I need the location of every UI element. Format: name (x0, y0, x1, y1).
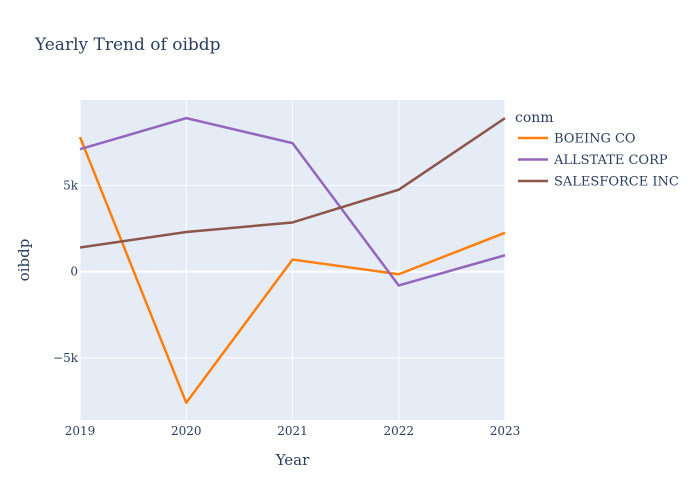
y-tick-label: 0 (70, 265, 78, 279)
y-tick-label: 5k (63, 178, 79, 192)
legend-label: BOEING CO (554, 132, 636, 147)
legend-item-salesforce-inc[interactable]: SALESFORCE INC (518, 175, 679, 190)
chart-title: Yearly Trend of oibdp (34, 35, 221, 55)
series-layer (78, 116, 506, 404)
x-tick-label: 2021 (277, 424, 308, 438)
y-tick-label: −5k (53, 351, 79, 365)
series-line-salesforce-inc (79, 117, 506, 249)
y-axis-ticks: −5k 0 5k (53, 178, 79, 365)
x-tick-label: 2022 (383, 424, 414, 438)
legend-label: ALLSTATE CORP (553, 153, 668, 168)
legend-item-boeing-co[interactable]: BOEING CO (518, 132, 636, 147)
y-axis-title: oibdp (15, 239, 33, 282)
legend-title: conm (515, 110, 554, 126)
series-line-boeing-co (78, 136, 506, 404)
legend[interactable]: conm BOEING CO ALLSTATE CORP SALESFORCE IN… (515, 110, 679, 190)
legend-label: SALESFORCE INC (554, 175, 679, 190)
x-axis-title: Year (275, 451, 310, 469)
x-tick-label: 2019 (65, 424, 96, 438)
x-tick-label: 2023 (490, 424, 521, 438)
series-line-allstate-corp (79, 116, 506, 287)
x-tick-label: 2020 (171, 424, 202, 438)
x-axis-ticks: 2019 2020 2021 2022 2023 (65, 424, 521, 438)
legend-item-allstate-corp[interactable]: ALLSTATE CORP (518, 153, 668, 168)
